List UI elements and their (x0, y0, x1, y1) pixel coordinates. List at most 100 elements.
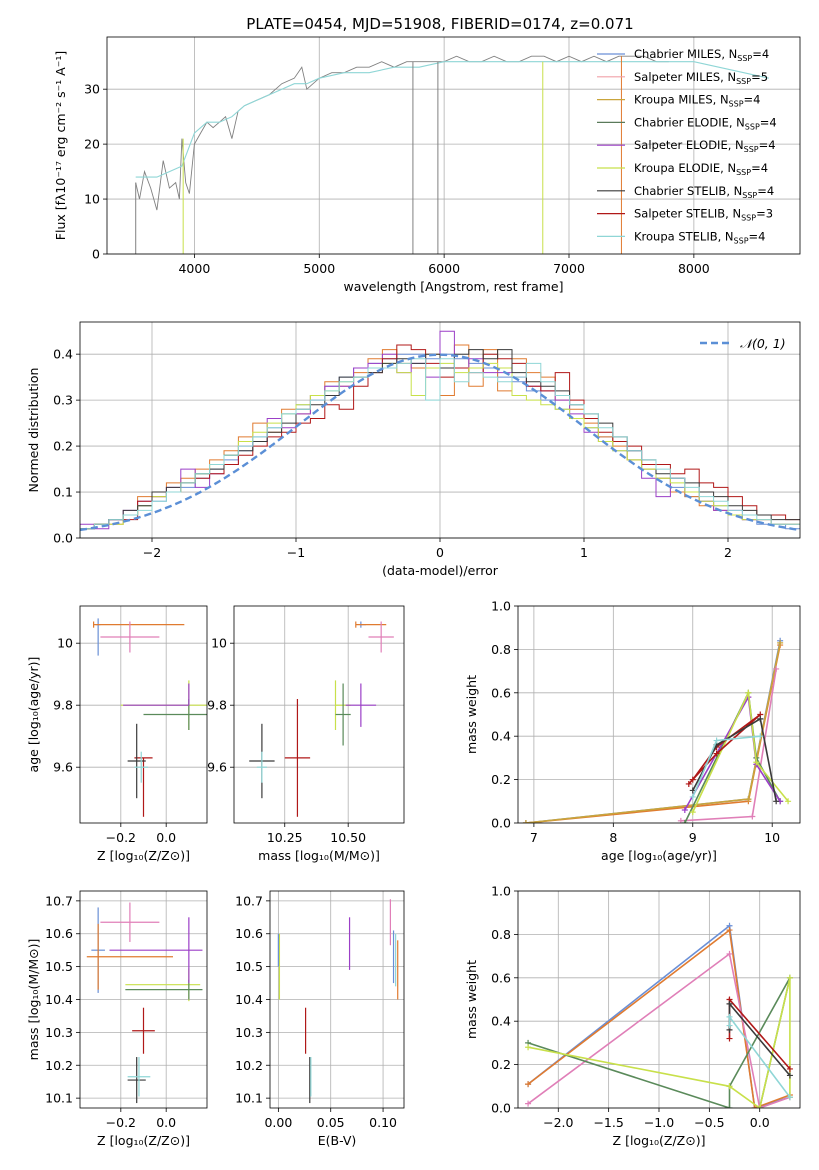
legend-label-suffix: =5 (751, 70, 768, 84)
x-tick-label: 8000 (678, 261, 710, 276)
y-tick-label: 0.1 (53, 485, 73, 500)
y-tick-label: 10.2 (45, 1058, 73, 1073)
y-tick-label: 10.4 (235, 992, 263, 1007)
y-tick-label: 10.5 (235, 959, 263, 974)
series-line (692, 689, 789, 813)
legend-entry: Chabrier ELODIE, NSSP=4 (597, 115, 777, 131)
x-tick-label: −2.0 (543, 1115, 573, 1130)
series-Salpeter MILES 2 (677, 665, 780, 823)
legend-label-suffix: =4 (752, 47, 769, 61)
plot-area (522, 637, 792, 823)
y-tick-label: 9.8 (53, 698, 73, 713)
series-line (525, 642, 781, 823)
legend-label: Salpeter MILES, NSSP=5 (634, 70, 768, 86)
legend-label-suffix: =4 (751, 161, 768, 175)
x-tick-label: −2 (143, 545, 161, 560)
series-marker (786, 1072, 793, 1079)
series-line (525, 644, 781, 823)
y-tick-label: 9.6 (207, 760, 227, 775)
series-marker (773, 665, 780, 672)
series-marker (713, 750, 720, 757)
legend-entry: Salpeter MILES, NSSP=5 (597, 70, 768, 86)
axes-frame (517, 890, 801, 1109)
y-tick-label: 10.1 (235, 1091, 263, 1106)
y-tick-label: 10.5 (45, 959, 73, 974)
legend-entry: Kroupa ELODIE, NSSP=4 (597, 161, 768, 177)
data-point (127, 1057, 151, 1097)
data-point (127, 1057, 146, 1104)
x-axis-label: age [log₁₀(age/yr)] (601, 848, 717, 863)
chart-weight-vs-Z: −2.0 −1.5 −1.0 −0.5 0.0 0.0 0.2 0.4 0.6 0.8 1.0 Z [… (464, 884, 801, 1148)
legend-label: 𝒩(0, 1) (740, 336, 786, 351)
series-marker (685, 780, 692, 787)
series-Salpeter MILES (522, 642, 784, 823)
series-marker (726, 950, 733, 957)
y-axis-label: Normed distribution (26, 368, 41, 493)
normal-curve (80, 353, 800, 532)
axes-frame (79, 321, 801, 539)
axes-frame (269, 890, 405, 1109)
chart-spectrum: 4000 5000 6000 7000 8000 0 10 20 30 wavelength [A… (53, 36, 801, 294)
y-tick-label: 0.0 (53, 531, 73, 546)
legend-label-suffix: =4 (744, 93, 761, 107)
x-tick-label: 10.50 (330, 830, 366, 845)
y-tick-label: 20 (84, 137, 100, 152)
y-tick-label: 10.7 (235, 893, 263, 908)
series-Chabrier MILES (522, 637, 784, 823)
x-axis-label: (data-model)/error (382, 563, 499, 578)
legend-label: Chabrier ELODIE, NSSP=4 (634, 115, 777, 131)
legend-entry: Salpeter ELODIE, NSSP=4 (597, 138, 776, 154)
series-marker (757, 715, 764, 722)
chart-age-vs-mass: 10.25 10.50 9.6 9.8 10 mass [log₁₀(M/M⊙)] (207, 605, 405, 863)
series-marker (525, 1081, 532, 1088)
series-marker (753, 759, 760, 766)
x-tick-label: 1 (580, 545, 588, 560)
y-tick-label: 0.6 (491, 970, 511, 985)
y-tick-label: 1.0 (491, 884, 511, 899)
axes-frame (79, 605, 208, 824)
data-point (123, 683, 190, 706)
axes-frame (517, 605, 801, 824)
legend: Chabrier MILES, NSSP=4 Salpeter MILES, NS… (597, 47, 777, 245)
y-tick-label: 0.0 (491, 1101, 511, 1116)
x-tick-label: 9 (689, 830, 697, 845)
legend-entry: Salpeter STELIB, NSSP=3 (597, 207, 773, 223)
series-marker (689, 809, 696, 816)
plot-area (93, 618, 207, 817)
x-tick-label: −1.5 (593, 1115, 623, 1130)
legend-entry: Chabrier STELIB, NSSP=4 (597, 184, 774, 200)
x-tick-label: −1.0 (644, 1115, 674, 1130)
legend-label: Chabrier STELIB, NSSP=4 (634, 184, 774, 200)
data-point (134, 751, 149, 783)
plot-area (135, 55, 769, 254)
plot-area (525, 922, 793, 1108)
series-marker (756, 1105, 763, 1108)
plot-area (86, 902, 203, 1104)
y-tick-label: 10.4 (45, 992, 73, 1007)
legend-entry: Chabrier MILES, NSSP=4 (597, 47, 769, 63)
series-marker (757, 733, 764, 740)
x-tick-label: 10.25 (267, 830, 303, 845)
x-tick-label: 0.0 (750, 1115, 770, 1130)
series-marker (689, 776, 696, 783)
y-tick-label: 10 (57, 636, 73, 651)
data-point (335, 683, 351, 746)
y-tick-label: 0.2 (491, 1057, 511, 1072)
legend-label-sub: SSP (729, 100, 744, 109)
x-tick-label: 7 (530, 830, 538, 845)
y-tick-label: 0.4 (53, 347, 73, 362)
y-tick-label: 0.3 (53, 393, 73, 408)
series-marker (726, 1000, 733, 1007)
x-tick-label: −0.2 (106, 830, 136, 845)
x-tick-label: −0.5 (694, 1115, 724, 1130)
y-tick-label: 10 (84, 192, 100, 207)
series-marker (689, 793, 696, 800)
series-Kroupa MILES (522, 639, 784, 823)
x-tick-label: −0.2 (106, 1115, 136, 1130)
y-axis-label: mass [log₁₀(M/M⊙)] (26, 939, 41, 1061)
series-marker (681, 806, 688, 813)
legend-label: Salpeter ELODIE, NSSP=4 (634, 138, 776, 154)
chart-residual-hist: −2 −1 0 1 2 0.0 0.1 0.2 0.3 0.4 (data-model)/error… (26, 321, 801, 578)
x-tick-label: 5000 (303, 261, 335, 276)
